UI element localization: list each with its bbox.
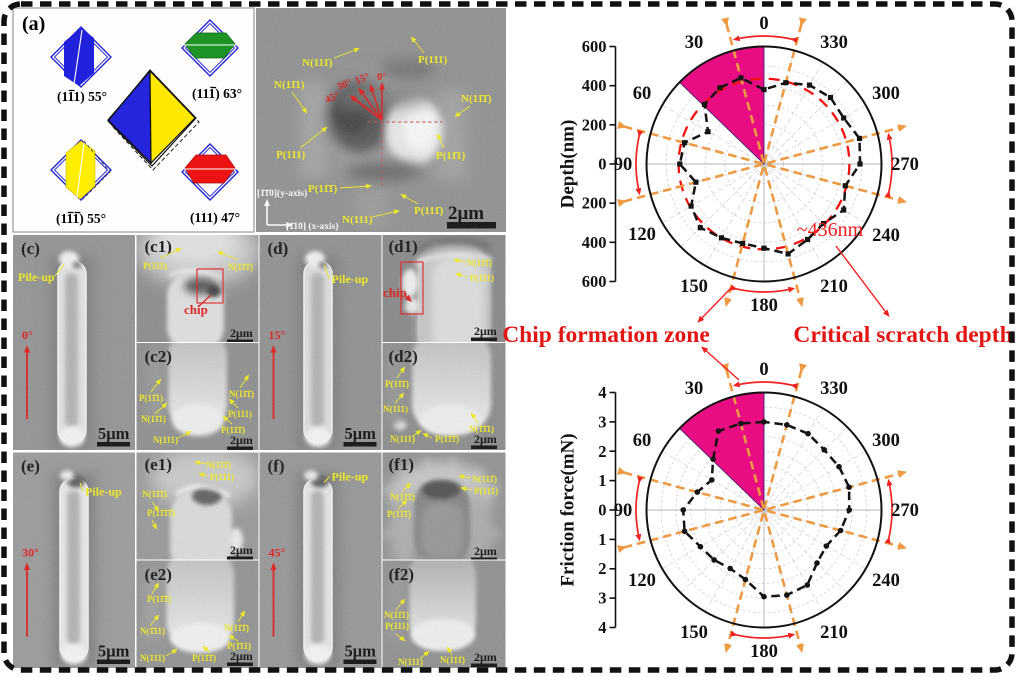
svg-text:(111) 47°: (111) 47° <box>190 210 240 225</box>
svg-text:600: 600 <box>582 272 607 291</box>
svg-text:300: 300 <box>872 431 900 451</box>
svg-text:0: 0 <box>759 360 768 380</box>
svg-text:330: 330 <box>820 33 848 53</box>
svg-text:0: 0 <box>598 155 606 174</box>
svg-text:180: 180 <box>750 642 778 662</box>
svg-text:90: 90 <box>614 155 633 175</box>
svg-text:200: 200 <box>582 115 607 134</box>
svg-text:150: 150 <box>680 277 708 297</box>
svg-text:400: 400 <box>582 76 607 95</box>
svg-text:Critical scratch depth: Critical scratch depth <box>793 322 1012 348</box>
svg-text:Chip formation zone: Chip formation zone <box>502 322 710 348</box>
svg-text:30: 30 <box>685 379 704 399</box>
svg-text:600: 600 <box>582 37 607 56</box>
svg-text:Depth(nm): Depth(nm) <box>558 120 579 209</box>
svg-text:0: 0 <box>598 501 606 520</box>
svg-text:~436nm: ~436nm <box>797 219 864 241</box>
svg-text:0: 0 <box>759 14 768 34</box>
svg-text:(111) 55°: (111) 55° <box>56 211 106 226</box>
svg-text:90: 90 <box>614 501 633 521</box>
svg-text:1: 1 <box>598 530 606 549</box>
svg-text:2: 2 <box>598 559 606 578</box>
svg-text:330: 330 <box>820 379 848 399</box>
svg-text:4: 4 <box>598 618 606 637</box>
svg-text:400: 400 <box>582 233 607 252</box>
svg-text:4: 4 <box>598 383 606 402</box>
svg-text:30: 30 <box>685 33 704 53</box>
svg-text:1: 1 <box>598 471 606 490</box>
svg-text:(111) 63°: (111) 63° <box>192 86 242 101</box>
svg-text:270: 270 <box>891 155 919 175</box>
svg-text:200: 200 <box>582 194 607 213</box>
svg-text:120: 120 <box>628 571 656 591</box>
svg-text:210: 210 <box>820 623 848 643</box>
svg-text:3: 3 <box>598 589 606 608</box>
svg-text:210: 210 <box>820 277 848 297</box>
svg-text:180: 180 <box>750 296 778 316</box>
svg-text:300: 300 <box>872 84 900 104</box>
svg-text:2: 2 <box>598 442 606 461</box>
svg-text:3: 3 <box>598 412 606 431</box>
svg-text:240: 240 <box>872 226 900 246</box>
svg-text:150: 150 <box>680 623 708 643</box>
svg-text:(111) 55°: (111) 55° <box>57 89 107 104</box>
svg-text:270: 270 <box>891 501 919 521</box>
svg-text:60: 60 <box>633 84 652 104</box>
svg-text:120: 120 <box>628 225 656 245</box>
svg-text:240: 240 <box>872 571 900 591</box>
svg-text:Friction force(mN): Friction force(mN) <box>558 433 579 586</box>
svg-text:(a): (a) <box>22 13 45 35</box>
svg-text:60: 60 <box>633 431 652 451</box>
